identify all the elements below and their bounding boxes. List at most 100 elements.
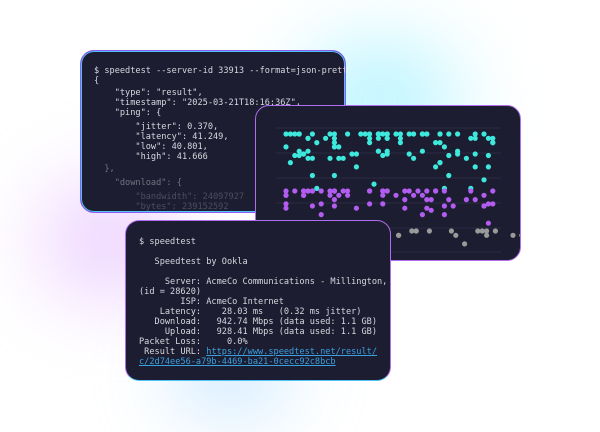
chart-dot xyxy=(485,135,491,141)
command-line: $ speedtest xyxy=(139,237,196,247)
json-line: "high": 41.666 xyxy=(94,152,208,162)
chart-dot xyxy=(327,131,333,137)
json-line: "jitter": 0.370, xyxy=(94,122,219,132)
chart-dot xyxy=(428,207,434,213)
chart-dot xyxy=(331,188,337,194)
chart-dot xyxy=(462,241,468,247)
chart-dot xyxy=(485,152,491,159)
chart-dot xyxy=(331,144,337,150)
chart-dot xyxy=(519,233,520,238)
chart-dot xyxy=(331,197,337,203)
chart-dot xyxy=(413,228,419,234)
result-url-link[interactable]: https://www.speedtest.net/result/ xyxy=(206,347,378,357)
chart-dot xyxy=(353,151,359,157)
chart-dot xyxy=(384,188,390,194)
chart-dot xyxy=(362,131,368,137)
chart-dot xyxy=(371,181,377,187)
chart-dot xyxy=(318,201,324,207)
chart-dot xyxy=(428,197,434,203)
chart-dot xyxy=(406,131,412,137)
chart-dot xyxy=(409,228,415,234)
chart-dot xyxy=(296,148,302,154)
chart-dot xyxy=(384,135,390,141)
chart-dot xyxy=(441,212,447,218)
chart-dot xyxy=(485,164,491,170)
result-url-label: Result URL: xyxy=(139,347,207,357)
chart-dot xyxy=(331,203,337,209)
chart-dot xyxy=(380,188,386,194)
chart-dot xyxy=(345,192,351,198)
chart-dot xyxy=(472,131,478,137)
download-line: Download: 942.74 Mbps (data used: 1.1 GB… xyxy=(139,317,377,327)
chart-dot xyxy=(490,201,496,207)
chart-dot xyxy=(309,203,315,209)
chart-dot xyxy=(331,140,337,146)
chart-dot xyxy=(433,164,439,170)
chart-dot xyxy=(314,185,320,191)
chart-dot xyxy=(472,164,478,170)
chart-dot xyxy=(375,131,381,137)
chart-dot xyxy=(481,192,487,198)
chart-dot xyxy=(426,228,432,234)
chart-dot xyxy=(450,203,456,209)
chart-dot xyxy=(283,131,289,137)
json-line: "low": 40.801, xyxy=(94,142,208,152)
chart-dot xyxy=(448,228,454,234)
chart-dot xyxy=(380,192,386,198)
chart-dot xyxy=(411,155,417,161)
chart-dot xyxy=(301,188,307,194)
json-line: "timestamp": "2025-03-21T18:16:36Z", xyxy=(94,98,301,108)
server-line: Server: AcmeCo Communications - Millingt… xyxy=(139,277,391,287)
chart-dot xyxy=(441,144,447,150)
chart-dot xyxy=(463,155,469,161)
chart-dot xyxy=(419,148,425,154)
chart-dot xyxy=(349,151,355,157)
chart-dot xyxy=(472,135,478,141)
chart-dot xyxy=(287,131,293,137)
chart-dot xyxy=(490,188,496,194)
chart-dot xyxy=(336,192,342,198)
chart-dot xyxy=(283,205,289,211)
json-line: "latency": 41.249, xyxy=(94,132,229,142)
chart-dot xyxy=(472,151,478,157)
chart-dot xyxy=(287,160,293,166)
chart-dot xyxy=(397,131,403,137)
chart-dot xyxy=(455,151,461,157)
chart-dot xyxy=(305,135,311,141)
chart-dot xyxy=(484,232,490,238)
latency-line: Latency: 28.03 ms (0.32 ms jitter) xyxy=(139,307,362,317)
json-line: "download": { xyxy=(94,178,182,188)
chart-dot xyxy=(301,151,307,157)
chart-dot xyxy=(292,188,298,194)
chart-dot xyxy=(345,131,351,137)
chart-dot xyxy=(441,203,447,209)
chart-dot xyxy=(309,172,315,179)
chart-dot xyxy=(433,140,439,146)
chart-dot xyxy=(340,155,346,161)
chart-dot xyxy=(367,140,373,146)
chart-dot xyxy=(490,135,496,141)
chart-dot xyxy=(345,188,351,194)
chart-dot xyxy=(327,192,333,198)
chart-dot xyxy=(393,131,399,137)
packet-loss-line: Packet Loss: 0.0% xyxy=(139,337,248,347)
chart-dot xyxy=(318,212,324,218)
chart-dot xyxy=(367,131,373,137)
chart-dot xyxy=(375,135,381,141)
chart-dot xyxy=(433,188,439,194)
chart-dot xyxy=(305,148,311,154)
chart-dot xyxy=(283,144,289,150)
chart-dot xyxy=(327,155,333,161)
chart-dot xyxy=(481,203,487,209)
chart-dot xyxy=(292,131,298,137)
chart-dot xyxy=(384,131,390,137)
chart-dot xyxy=(424,131,430,137)
chart-dot xyxy=(309,155,315,161)
chart-dot xyxy=(485,220,491,226)
chart-dot xyxy=(340,188,346,194)
chart-dot xyxy=(305,188,311,194)
result-url-link-continued[interactable]: c/2d74ee56-a79b-4469-ba21-0cecc92c8bcb xyxy=(139,357,336,367)
isp-line: ISP: AcmeCo Internet xyxy=(139,297,284,307)
chart-dot xyxy=(411,131,417,137)
chart-dot xyxy=(463,197,469,203)
